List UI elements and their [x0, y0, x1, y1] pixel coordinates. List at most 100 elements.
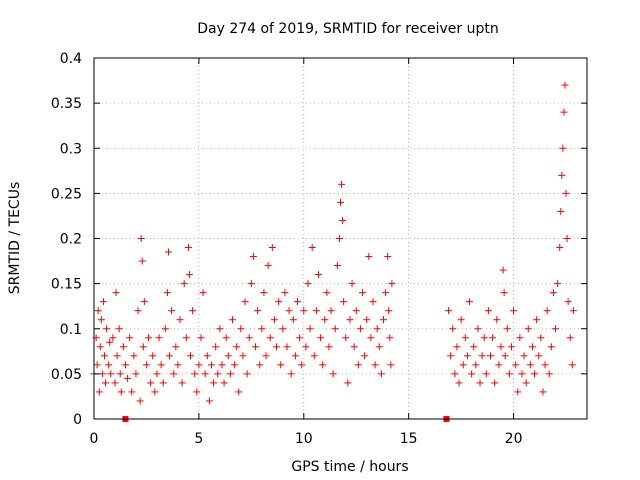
data-point: [474, 325, 482, 333]
data-point: [323, 289, 331, 297]
data-point: [453, 343, 461, 351]
data-point: [539, 388, 547, 396]
data-point: [344, 379, 352, 387]
data-point: [109, 334, 117, 342]
data-point: [210, 379, 218, 387]
data-point: [489, 334, 497, 342]
data-marks: [90, 81, 577, 422]
data-point: [176, 316, 184, 324]
data-point: [327, 307, 335, 315]
data-point: [170, 370, 178, 378]
data-point: [178, 379, 186, 387]
data-point: [245, 334, 253, 342]
data-point: [247, 280, 255, 288]
data-point: [342, 334, 350, 342]
data-point: [493, 316, 501, 324]
data-point: [112, 289, 120, 297]
data-point: [339, 216, 347, 224]
grid-lines: [94, 58, 587, 419]
data-point: [466, 298, 474, 306]
data-point: [115, 325, 123, 333]
data-point: [103, 325, 111, 333]
data-point: [367, 334, 375, 342]
data-point: [371, 361, 379, 369]
data-point: [134, 307, 142, 315]
data-point: [516, 334, 524, 342]
data-point: [185, 271, 193, 279]
data-point: [128, 388, 136, 396]
data-point: [260, 289, 268, 297]
data-point: [212, 343, 220, 351]
data-point: [556, 244, 564, 252]
data-point: [505, 370, 513, 378]
y-tick-labels: 0 0.05 0.1 0.15 0.2 0.25 0.3 0.35 0.4: [51, 51, 82, 428]
y-tick-label: 0.15: [51, 277, 82, 293]
data-point: [298, 361, 306, 369]
data-point: [172, 343, 180, 351]
data-point: [283, 343, 291, 351]
data-point: [275, 298, 283, 306]
data-point: [205, 397, 213, 405]
data-point: [480, 334, 488, 342]
data-point: [375, 343, 383, 351]
data-point: [333, 262, 341, 270]
data-point: [554, 280, 562, 288]
data-point: [113, 352, 121, 360]
data-point: [222, 334, 230, 342]
data-point: [256, 361, 264, 369]
data-point: [380, 316, 388, 324]
data-point: [449, 325, 457, 333]
data-point: [338, 180, 346, 188]
data-point: [560, 108, 568, 116]
y-tick-label: 0.1: [60, 322, 82, 338]
data-point: [533, 316, 541, 324]
x-tick-label: 15: [400, 431, 418, 447]
data-point: [231, 361, 239, 369]
data-point: [166, 352, 174, 360]
data-point: [300, 307, 308, 315]
data-point: [312, 307, 320, 315]
data-point: [537, 334, 545, 342]
data-point: [119, 343, 127, 351]
data-point: [463, 352, 471, 360]
data-point: [569, 307, 577, 315]
x-tick-label: 10: [295, 431, 313, 447]
data-point: [195, 361, 203, 369]
data-point: [359, 289, 367, 297]
data-point: [151, 388, 159, 396]
data-point: [96, 343, 104, 351]
data-point: [239, 352, 247, 360]
chart-title: Day 274 of 2019, SRMTID for receiver upt…: [197, 21, 499, 37]
axis-ticks: [93, 57, 587, 420]
data-point: [350, 343, 358, 351]
data-point: [356, 325, 364, 333]
data-point: [557, 207, 565, 215]
data-point: [93, 361, 101, 369]
data-point: [369, 298, 377, 306]
data-point: [340, 298, 348, 306]
data-point: [95, 388, 103, 396]
data-point: [98, 370, 106, 378]
data-point: [149, 352, 157, 360]
data-point: [155, 334, 163, 342]
data-point: [273, 343, 281, 351]
data-point: [541, 361, 549, 369]
data-point: [293, 298, 301, 306]
data-point: [500, 289, 508, 297]
data-point: [365, 253, 373, 261]
x-tick-labels: 0 5 10 15 20: [90, 431, 523, 447]
data-point: [97, 316, 105, 324]
data-point: [526, 361, 534, 369]
data-point: [552, 325, 560, 333]
data-point: [337, 198, 344, 206]
data-point: [203, 352, 211, 360]
data-point: [545, 370, 553, 378]
data-point: [472, 361, 480, 369]
data-point: [224, 352, 232, 360]
data-point: [116, 370, 124, 378]
data-point: [235, 388, 243, 396]
data-point: [486, 352, 494, 360]
data-point: [319, 361, 327, 369]
data-point: [512, 361, 520, 369]
